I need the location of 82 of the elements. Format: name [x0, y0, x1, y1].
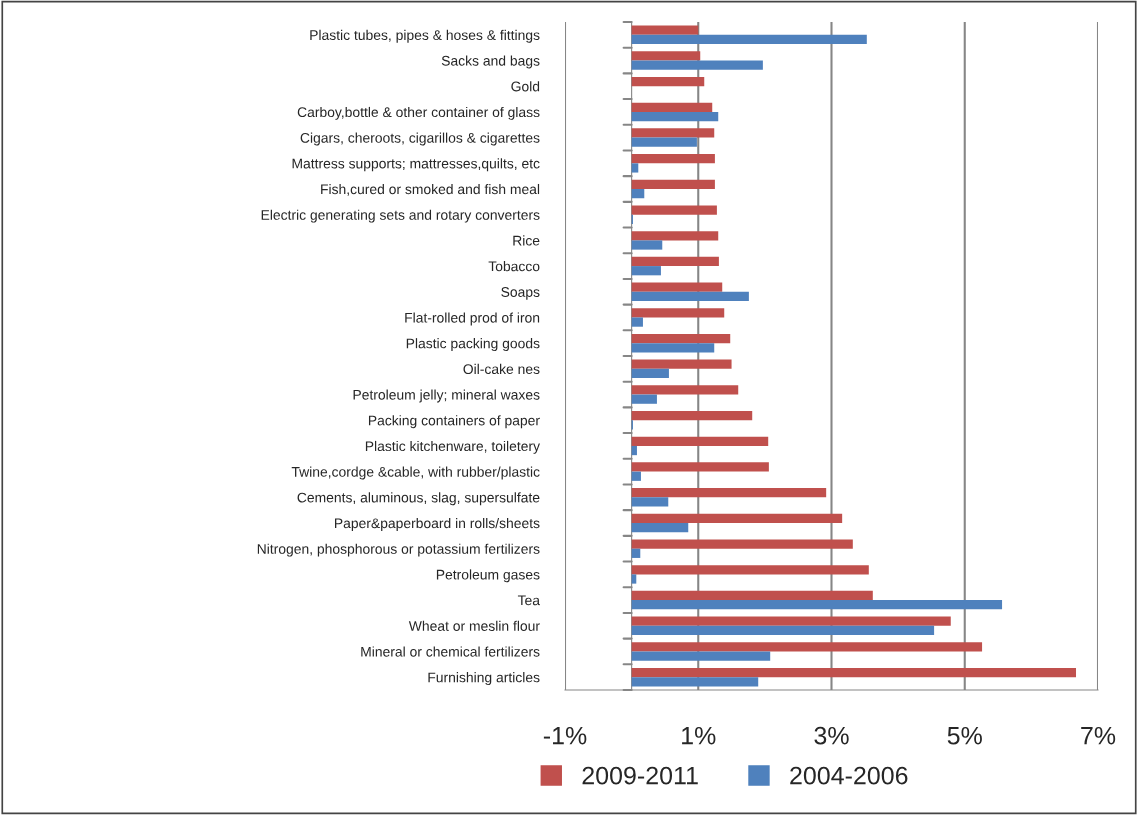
bar: [631, 368, 669, 379]
y-tick-label: Wheat or meslin flour: [408, 620, 540, 631]
y-tick-label: Mattress supports; mattresses,quilts, etc: [292, 158, 540, 172]
bar: [631, 667, 1077, 678]
x-tick-label: 1%: [682, 726, 716, 745]
bar: [631, 471, 641, 481]
bar: [631, 462, 769, 472]
y-tick-label: Nitrogen, phosphorous or potassium fertilizers: [257, 543, 540, 557]
y-tick-label: Tea: [517, 595, 540, 606]
bar: [631, 445, 637, 456]
bar: [631, 231, 719, 241]
bar: [631, 34, 867, 45]
bar: [631, 102, 713, 112]
bar: [631, 179, 715, 189]
bar: [631, 539, 853, 549]
y-tick-label: Packing containers of paper: [368, 415, 540, 429]
y-tick-label: Mineral or chemical fertilizers: [361, 646, 540, 657]
bar: [631, 359, 732, 369]
bar: [631, 616, 951, 626]
bar: [631, 128, 715, 138]
bar: [631, 497, 669, 507]
y-tick-label: Rice: [513, 235, 540, 246]
y-tick-label: Plastic tubes, pipes & hoses & fittings: [310, 29, 540, 43]
y-tick-label: Twine,cordge &cable, with rubber/plastic: [291, 466, 540, 480]
bar: [631, 488, 827, 498]
y-tick-label: Flat-rolled prod of iron: [405, 312, 540, 326]
bar: [631, 574, 637, 584]
bar: [631, 394, 657, 404]
bar: [631, 625, 935, 636]
y-tick-label: Paper&paperboard in rolls/sheets: [335, 517, 540, 531]
bar: [631, 513, 843, 523]
x-tick-label: 3%: [814, 726, 849, 745]
y-tick-label: Oil-cake nes: [463, 363, 540, 375]
bar: [631, 333, 731, 344]
y-tick-label: Cigars, cheroots, cigarillos & cigarettes: [300, 132, 540, 146]
y-tick-label: Petroleum gases: [436, 569, 540, 583]
bar: [631, 111, 719, 122]
bar: [631, 600, 1003, 610]
y-tick-label: Gold: [511, 81, 540, 92]
bar: [631, 436, 769, 446]
bar: [631, 590, 873, 601]
y-tick-label: Petroleum jelly; mineral waxes: [353, 389, 540, 403]
bar: [631, 76, 705, 87]
bar: [631, 282, 723, 292]
bar: [631, 410, 753, 421]
bar: [631, 256, 719, 267]
y-tick-label: Cements, aluminous, slag, supersulfate: [297, 492, 540, 506]
x-tick-label: 5%: [947, 726, 982, 745]
y-tick-label: Sacks and bags: [441, 55, 540, 69]
bar: [631, 317, 643, 327]
legend-label: 2009-2011: [582, 766, 698, 785]
bar: [631, 642, 983, 652]
bar: [631, 205, 717, 215]
bar: [631, 189, 645, 199]
x-tick-label: -1%: [543, 726, 587, 745]
bar: [631, 308, 725, 318]
bar: [631, 154, 715, 164]
bar: [631, 60, 763, 70]
bar: [631, 651, 771, 661]
y-tick-label: Fish,cured or smoked and fish meal: [321, 183, 540, 196]
y-tick-label: Tobacco: [488, 261, 540, 272]
bar: [631, 51, 701, 61]
y-tick-label: Furnishing articles: [428, 672, 540, 686]
bar: [631, 565, 869, 575]
bar: [631, 25, 699, 35]
bar: [631, 240, 663, 250]
bar: [631, 291, 749, 302]
bar: [631, 523, 689, 533]
bar: [631, 677, 759, 687]
y-tick-label: Plastic packing goods: [406, 338, 540, 352]
x-tick-label: 7%: [1081, 726, 1116, 745]
bar: [631, 137, 697, 147]
y-tick-label: Electric generating sets and rotary converters: [261, 209, 540, 223]
legend-label: 2004-2006: [790, 766, 908, 785]
bar: [631, 266, 661, 276]
y-tick-label: Carboy,bottle & other container of glass: [297, 106, 540, 120]
bar: [631, 548, 641, 558]
y-tick-label: Plastic kitchenware, toiletery: [365, 440, 540, 454]
bar: [631, 343, 715, 353]
y-tick-label: Soaps: [501, 287, 540, 300]
bar: [631, 385, 739, 395]
bar: [631, 163, 639, 173]
